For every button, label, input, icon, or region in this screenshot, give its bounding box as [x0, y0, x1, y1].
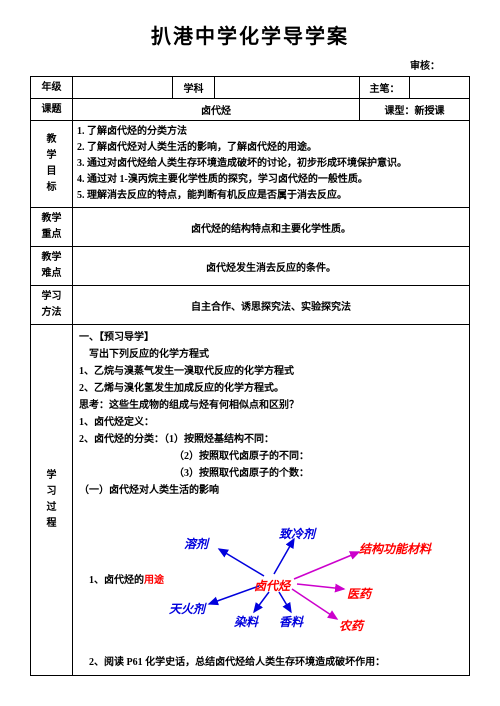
section-title: 一、【预习导学】: [79, 329, 463, 346]
process-impact: （一）卤代烃对人类生活的影响: [79, 482, 463, 499]
review-label: 审核：: [30, 57, 470, 72]
method-label: 学习方法: [31, 286, 73, 325]
uses-diagram: 1、卤代烃的用途 卤代烃 溶剂 致冷剂结构功能材料天火剂染料 香料 医药农药: [79, 504, 463, 649]
difficulty-text: 卤代烃发生消去反应的条件。: [73, 247, 470, 286]
author-label: 主笔：: [360, 77, 410, 99]
diagram-center: 卤代烃: [254, 576, 290, 596]
diagram-node-0: 溶剂: [184, 534, 208, 554]
goals-content: 1. 了解卤代烃的分类方法 2. 了解卤代烃对人类生活的影响，了解卤代烃的用途。…: [73, 121, 470, 208]
diagram-node-6: 医药: [347, 584, 371, 604]
difficulty-row: 教学难点 卤代烃发生消去反应的条件。: [31, 247, 470, 286]
info-row-2: 课题 卤代烃 课型：新授课: [31, 99, 470, 121]
diagram-node-5: 香料: [279, 612, 303, 632]
diagram-node-3: 天火剂: [169, 599, 205, 619]
process-reading: 2、阅读 P61 化学史话，总结卤代烃给人类生存环境造成破坏作用：: [79, 654, 463, 671]
author-value: [410, 77, 470, 99]
diagram-node-1: 致冷剂: [279, 524, 315, 544]
keypoint-row: 教学重点 卤代烃的结构特点和主要化学性质。: [31, 208, 470, 247]
process-row: 学习过程 一、【预习导学】 写出下列反应的化学方程式 1、乙烷与溴蒸气发生一溴取…: [31, 325, 470, 676]
use-label: 1、卤代烃的用途: [89, 572, 164, 589]
goals-row: 教学目标 1. 了解卤代烃的分类方法 2. 了解卤代烃对人类生活的影响，了解卤代…: [31, 121, 470, 208]
method-row: 学习方法 自主合作、诱思探究法、实验探究法: [31, 286, 470, 325]
subject-value: [215, 77, 360, 99]
process-intro: 写出下列反应的化学方程式: [79, 346, 463, 363]
process-classify2: （2）按照取代卤原子的不同：: [79, 448, 463, 465]
grade-value: [73, 77, 173, 99]
process-classify3: （3）按照取代卤原子的个数：: [79, 465, 463, 482]
process-label: 学习过程: [31, 325, 73, 676]
subject-label: 学科: [173, 77, 215, 99]
method-text: 自主合作、诱思探究法、实验探究法: [73, 286, 470, 325]
goals-label: 教学目标: [31, 121, 73, 208]
process-q1: 1、乙烷与溴蒸气发生一溴取代反应的化学方程式: [79, 363, 463, 380]
process-think: 思考：这些生成物的组成与烃有何相似点和区别？: [79, 397, 463, 414]
topic-label: 课题: [31, 99, 73, 121]
diagram-node-2: 结构功能材料: [359, 539, 431, 559]
diagram-node-7: 农药: [339, 616, 363, 636]
process-def: 1、卤代烃定义：: [79, 414, 463, 431]
lesson-table: 年级 学科 主笔： 课题 卤代烃 课型：新授课 教学目标 1. 了解卤代烃的分类…: [30, 76, 470, 676]
type-cell: 课型：新授课: [360, 99, 470, 121]
keypoint-label: 教学重点: [31, 208, 73, 247]
doc-title: 扒港中学化学导学案: [30, 20, 470, 49]
topic-value: 卤代烃: [73, 99, 360, 121]
grade-label: 年级: [31, 77, 73, 99]
info-row-1: 年级 学科 主笔：: [31, 77, 470, 99]
difficulty-label: 教学难点: [31, 247, 73, 286]
diagram-node-4: 染料: [234, 612, 258, 632]
process-content: 一、【预习导学】 写出下列反应的化学方程式 1、乙烷与溴蒸气发生一溴取代反应的化…: [73, 325, 470, 676]
keypoint-text: 卤代烃的结构特点和主要化学性质。: [73, 208, 470, 247]
process-q2: 2、乙烯与溴化氢发生加成反应的化学方程式。: [79, 380, 463, 397]
process-classify: 2、卤代烃的分类：（1）按照烃基结构不同：: [79, 431, 463, 448]
